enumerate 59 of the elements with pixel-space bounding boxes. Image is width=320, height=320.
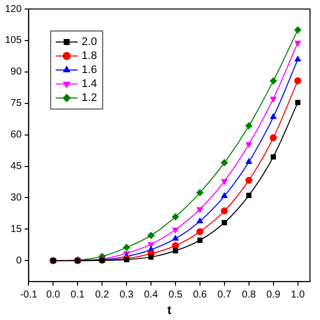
x-tick-label: 0.3: [120, 289, 134, 300]
point: [147, 232, 154, 239]
point: [123, 244, 130, 251]
point: [221, 192, 228, 198]
point: [246, 142, 252, 148]
point: [220, 159, 228, 166]
legend-label: 2.0: [82, 36, 97, 48]
point: [148, 254, 154, 260]
x-tick-label: -0.1: [20, 289, 38, 300]
y-tick-label: 45: [10, 161, 22, 172]
x-tick-label: 0.7: [217, 289, 232, 300]
y-tick-label: 15: [10, 224, 22, 235]
y-tick-label: 105: [4, 35, 22, 46]
legend-label: 1.2: [82, 92, 97, 104]
x-tick-label: 0.0: [46, 289, 61, 300]
legend-label: 1.8: [82, 50, 97, 62]
point: [270, 77, 277, 84]
point: [270, 113, 276, 119]
point: [295, 100, 300, 106]
point: [270, 96, 276, 102]
x-tick-label: 0.1: [70, 289, 85, 300]
x-tick-label: 0.9: [266, 289, 281, 300]
y-tick-label: 75: [10, 98, 22, 110]
point: [245, 122, 252, 130]
point: [221, 179, 228, 185]
x-tick-label: 0.4: [144, 289, 158, 300]
point: [270, 154, 276, 160]
point: [245, 176, 252, 184]
point: [220, 207, 228, 214]
point: [246, 192, 252, 198]
point: [172, 235, 179, 241]
point: [196, 207, 204, 213]
legend-label: 1.6: [82, 64, 97, 76]
point: [270, 134, 277, 142]
y-tick-label: 0: [16, 255, 22, 266]
point: [294, 56, 301, 62]
x-tick-label: 0.6: [192, 289, 208, 300]
point: [294, 40, 301, 46]
point: [294, 77, 302, 84]
point: [246, 158, 252, 164]
x-tick-label: 0.2: [95, 289, 110, 300]
point: [197, 238, 203, 243]
point: [172, 248, 178, 254]
point: [172, 213, 179, 220]
x-tick-label: 0.5: [168, 289, 183, 300]
x-axis-title: t: [167, 303, 172, 318]
y-tick-label: 30: [10, 192, 22, 204]
point: [222, 220, 228, 226]
point: [294, 26, 302, 34]
point: [196, 189, 204, 196]
x-tick-label: 1.0: [290, 289, 306, 300]
point: [196, 228, 204, 236]
x-tick-label: 0.8: [242, 289, 256, 300]
point: [172, 228, 179, 234]
legend-label: 1.4: [82, 78, 97, 90]
y-tick-label: 90: [10, 66, 22, 78]
point: [196, 218, 204, 224]
y-tick-label: 120: [4, 4, 22, 15]
y-tick-label: 60: [10, 130, 22, 141]
